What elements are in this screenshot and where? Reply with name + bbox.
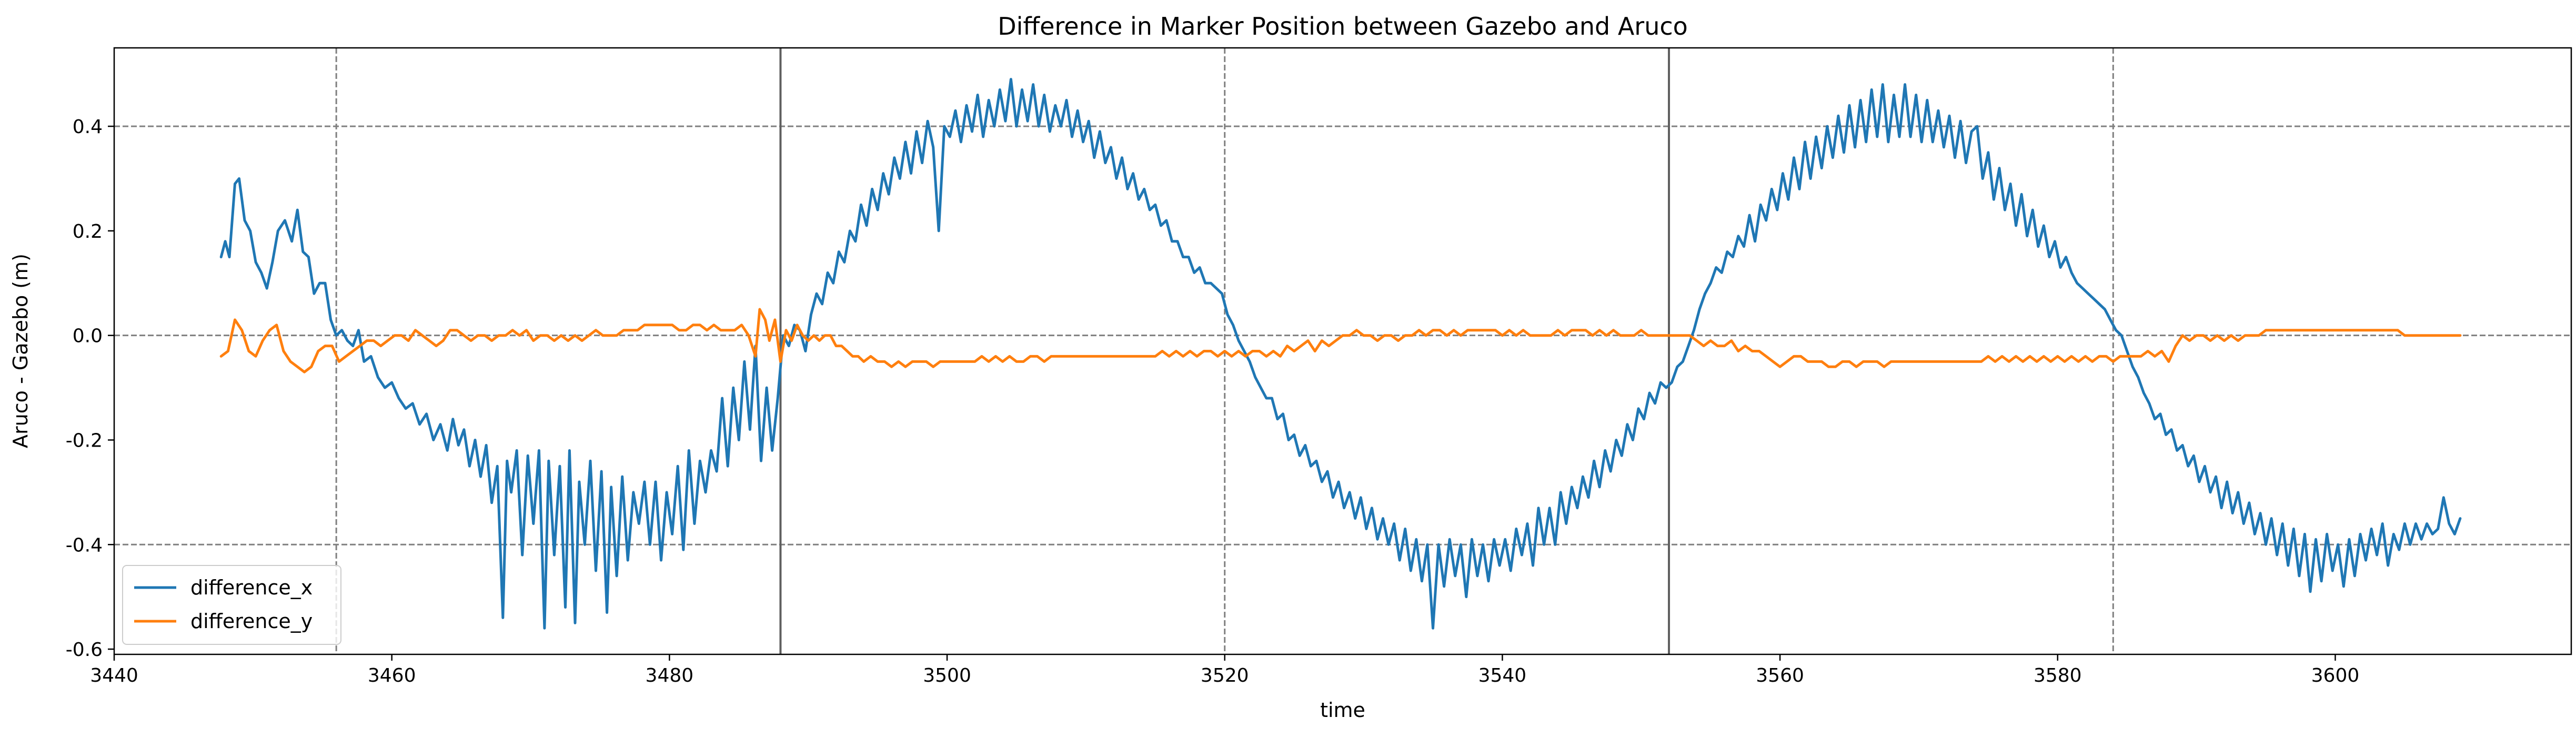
y-axis-label: Aruco - Gazebo (m) bbox=[9, 254, 32, 448]
x-tick-label: 3520 bbox=[1201, 665, 1249, 686]
y-tick-label: -0.2 bbox=[66, 430, 103, 451]
x-tick-label: 3480 bbox=[646, 665, 694, 686]
x-ticks: 3440 3460 3480 3500 3520 3540 3560 3580 3600 bbox=[90, 654, 2359, 686]
series-group bbox=[219, 78, 2462, 630]
y-tick-label: 0.4 bbox=[73, 116, 103, 138]
x-tick-label: 3600 bbox=[2311, 665, 2360, 686]
legend: difference_x difference_y bbox=[122, 565, 341, 645]
x-tick-label: 3440 bbox=[90, 665, 138, 686]
x-tick-label: 3580 bbox=[2034, 665, 2082, 686]
series-line-difference-y bbox=[219, 308, 2462, 373]
legend-box bbox=[122, 565, 341, 645]
chart-title: Difference in Marker Position between Ga… bbox=[998, 12, 1688, 41]
series-line-difference-x bbox=[219, 78, 2462, 630]
y-tick-label: 0.0 bbox=[73, 326, 103, 347]
y-ticks: -0.6 -0.4 -0.2 0.0 0.2 0.4 bbox=[66, 116, 114, 661]
legend-label-difference-y: difference_y bbox=[190, 610, 313, 633]
x-tick-label: 3540 bbox=[1478, 665, 1527, 686]
x-tick-label: 3500 bbox=[923, 665, 971, 686]
y-tick-label: -0.6 bbox=[66, 639, 103, 661]
legend-label-difference-x: difference_x bbox=[190, 576, 313, 599]
x-tick-label: 3460 bbox=[368, 665, 416, 686]
x-tick-label: 3560 bbox=[1756, 665, 1804, 686]
y-tick-label: 0.2 bbox=[73, 221, 103, 242]
x-axis-label: time bbox=[1320, 699, 1365, 722]
y-tick-label: -0.4 bbox=[66, 534, 103, 556]
plot-frame bbox=[113, 47, 2572, 655]
